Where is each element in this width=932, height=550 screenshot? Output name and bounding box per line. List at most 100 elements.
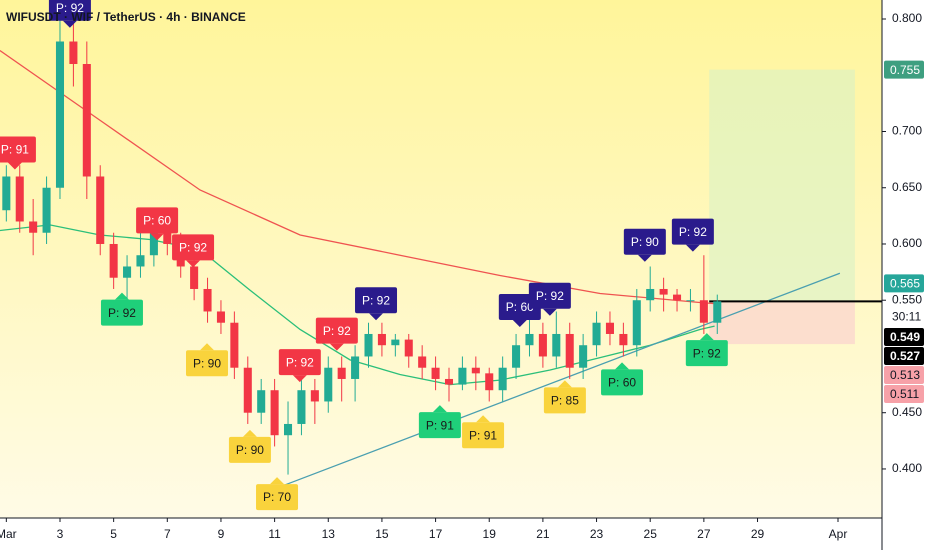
price-badge [884,366,924,384]
badge-box [601,369,644,396]
candle-body [297,390,306,424]
candle-body [351,356,360,379]
moving-average [0,224,715,386]
badge-label: P: 90 [631,235,659,249]
candle-body [619,333,628,346]
candle-body [512,345,521,368]
candle-body [82,64,91,177]
signal-badge: P: 90 [186,343,229,377]
badge-pointer [685,244,700,252]
badge-pointer [369,313,384,321]
signal-badge: P: 91 [418,405,461,439]
candle-body [230,322,239,368]
signal-badge: P: 92 [355,287,398,321]
candle-body [337,367,346,379]
badge-pointer [62,20,77,28]
x-tick-label: 19 [483,527,497,541]
badge-label: P: 90 [193,356,221,370]
badge-label: P: 60 [506,300,534,314]
candle-body [418,356,427,368]
moving-average [0,49,715,305]
badge-label: P: 92 [286,355,314,369]
countdown: 30:11 [892,309,921,323]
x-tick-label: Mar [0,527,17,541]
badge-label: P: 85 [551,394,579,408]
candle-body [55,41,65,188]
x-tick-label: 23 [590,527,604,541]
badge-pointer [270,477,285,485]
candle-body [391,339,400,346]
signal-badge: P: 92 [315,317,358,351]
stop-zone [709,301,855,345]
price-badge [884,60,924,79]
badge-pointer [699,333,714,341]
candle-body [29,221,38,233]
badge-box [256,484,299,511]
badge-pointer [7,162,22,170]
candle-body [42,187,51,233]
badge-box [418,412,461,439]
badge-box [543,387,586,414]
y-tick-label: 0.650 [892,180,922,194]
price-badge [884,274,924,293]
badge-box [671,218,714,245]
candle-body [270,390,279,436]
signal-badge: P: 92 [278,349,321,383]
candle-body [243,367,252,413]
signal-badge: P: 92 [685,333,728,367]
candle-body [149,232,158,256]
x-tick-label: Apr [829,527,848,541]
badge-box [623,228,666,255]
candle-body [659,288,668,295]
badge-pointer [242,429,257,437]
badge-pointer [637,254,652,262]
badge-box [0,136,36,163]
candle-body [377,333,386,346]
y-tick-label: 0.400 [892,461,922,475]
candle-body [699,300,708,323]
x-tick-label: 17 [429,527,443,541]
candle-body [646,288,655,301]
candle-body [404,339,413,357]
candle-body [525,333,534,346]
price-badge-label: 0.513 [890,368,920,382]
badge-label: P: 91 [1,143,29,157]
x-tick-label: 11 [268,527,281,541]
price-badge [884,328,924,346]
candle-body [592,322,601,346]
badge-label: P: 92 [693,346,721,360]
badge-label: P: 70 [263,490,291,504]
candle-body [69,41,78,65]
badge-label: P: 92 [362,293,390,307]
signal-badge: P: 92 [172,234,215,268]
candle-body [324,367,333,402]
candle-body [216,311,225,323]
candle-body [310,390,319,402]
signal-badge: P: 92 [48,0,91,28]
price-badge-label: 0.527 [890,349,920,363]
price-badge [884,385,924,403]
badge-pointer [150,233,165,241]
x-tick-label: 7 [164,527,171,541]
badge-pointer [557,380,572,388]
badge-pointer [329,343,344,351]
price-badge-label: 0.511 [890,387,919,401]
badge-label: P: 92 [536,289,564,303]
signal-badge: P: 60 [136,207,179,241]
badge-box [48,0,91,21]
badge-box [355,287,398,314]
x-tick-label: 9 [218,527,225,541]
candle-body [96,176,105,244]
signal-badge: P: 91 [462,415,505,449]
plot: P: 91P: 92P: 60P: 92P: 92P: 90P: 90P: 70… [0,0,882,511]
signal-badge: P: 90 [623,228,666,262]
badge-label: P: 92 [679,225,707,239]
price-badge-label: 0.549 [890,330,920,344]
badge-pointer [542,308,557,316]
candle-body [498,367,507,391]
x-tick-label: 25 [644,527,658,541]
candle-body [203,288,212,312]
candle-body [163,232,172,244]
badge-box [100,299,143,326]
signal-badge: P: 60 [601,362,644,396]
